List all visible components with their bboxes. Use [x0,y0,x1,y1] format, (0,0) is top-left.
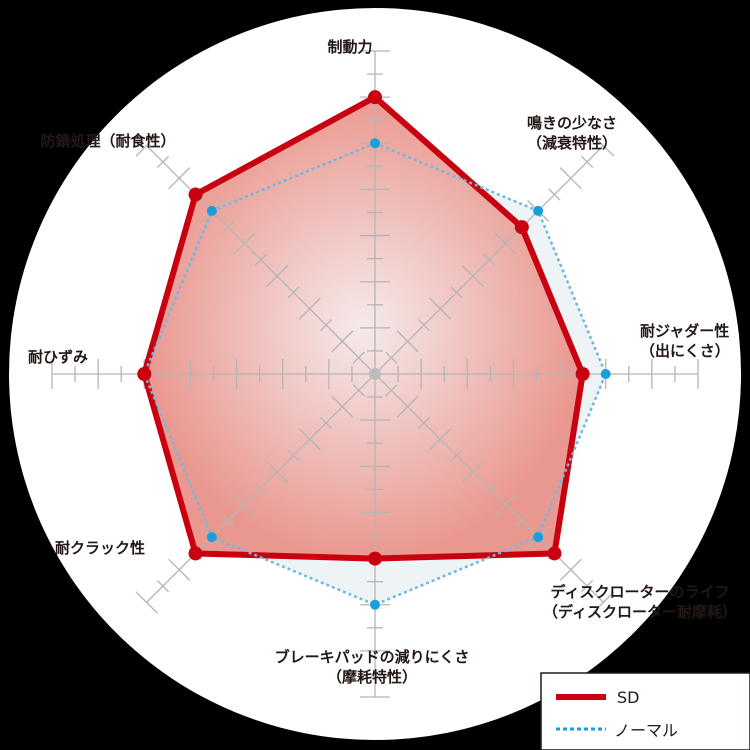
normal-point [600,369,611,379]
normal-point [533,205,544,216]
axis-tick [592,591,615,614]
axis-tick [135,591,158,614]
sd-point [188,187,203,202]
normal-point [370,138,380,149]
axis-tick [298,428,321,451]
axis-tick [233,493,256,516]
legend-normal-label: ノーマル [614,721,678,740]
normal-point [206,205,217,216]
axis-tick [461,460,484,483]
axis-tick [266,460,289,483]
sd-point [547,546,562,561]
axis-tick [254,253,267,266]
axis-label: 耐ひずみ [28,348,88,366]
normal-series-line [142,141,608,607]
sd-point [137,367,152,381]
sd-point [368,551,382,566]
axis-tick [494,232,517,255]
axis-tick [396,330,419,353]
sd-point [368,90,382,105]
axis-tick [319,416,333,430]
normal-point [533,532,544,543]
axis-tick [559,558,582,581]
axis-tick [352,351,365,364]
axis-tick [483,253,496,266]
axis-tick [450,286,463,299]
axis-label: （減衰特性） [527,134,617,152]
axis-tick [580,155,594,169]
axis-tick [298,297,321,320]
axis-tick [385,384,398,397]
axis-tick [331,395,354,418]
sd-point [188,546,203,561]
axis-tick [135,134,158,157]
axis-tick [548,188,561,201]
axis-label: （出にくさ） [640,342,730,360]
axis-tick [385,351,398,364]
legend: SD ノーマル [540,672,750,750]
axis-tick [429,428,452,451]
axis-label: （ディスクローター耐摩耗） [543,603,737,621]
axis-tick [559,167,582,190]
axis-tick [233,232,256,255]
axis-tick [592,134,615,157]
axis-tick [515,514,528,527]
axis-tick [494,493,517,516]
legend-box [540,672,750,750]
axis-label: 防錆処理（耐食性） [40,132,175,150]
axis-tick [483,482,496,495]
axis-tick [156,579,170,593]
axis-tick [331,330,354,353]
axis-tick [319,318,333,332]
axis-label: （摩耗特性） [327,668,417,686]
legend-sd-label: SD [617,688,639,707]
axis-tick [580,579,594,593]
axis-tick [417,318,431,332]
sd-point [575,367,590,381]
axis-tick [450,449,463,462]
axis-tick [156,155,170,169]
axis-tick [429,297,452,320]
axis-tick [352,384,365,397]
axis-tick [266,265,289,288]
axis-label: 鳴きの少なさ [527,114,617,132]
axis-tick [396,395,419,418]
axis-label: 耐ジャダー性 [640,322,729,340]
axis-tick [417,416,431,430]
axis-label: 耐クラック性 [55,539,145,557]
axis-tick [222,221,235,234]
axis-tick [287,449,300,462]
axis-tick [461,265,484,288]
normal-point [370,599,380,610]
center-point [369,368,381,380]
axis-tick [168,558,191,581]
normal-point [206,532,217,543]
axis-tick [287,286,300,299]
sd-point [514,220,529,235]
axis-label: ブレーキパッドの減りにくさ [275,648,470,666]
axis-tick [222,514,235,527]
axis-tick [168,167,191,190]
axis-label: ディスクローターのライフ [551,583,730,601]
axis-tick [254,482,267,495]
axis-label: 制動力 [327,38,372,56]
